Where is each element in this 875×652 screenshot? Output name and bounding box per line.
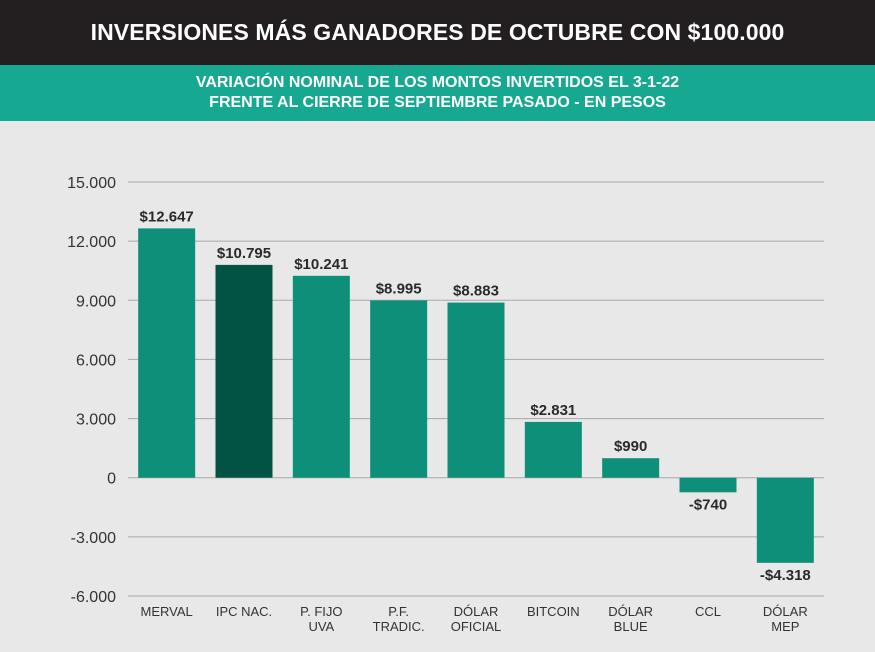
x-tick-label: CCL (695, 604, 721, 619)
x-tick-label: UVA (308, 619, 334, 634)
data-label: -$4.318 (760, 567, 811, 584)
data-label: $2.831 (530, 402, 576, 419)
data-label: $8.883 (453, 283, 499, 300)
x-tick-label: P.F. (388, 604, 409, 619)
bar (602, 458, 660, 478)
data-label: $990 (614, 438, 647, 455)
x-tick-label: TRADIC. (373, 619, 425, 634)
x-tick-label: BLUE (614, 619, 648, 634)
x-tick-label: OFICIAL (451, 619, 502, 634)
bar (215, 264, 273, 478)
y-tick-label: -6.000 (71, 589, 116, 606)
chart-area: 15.000 12.000 9.000 6.000 3.000 0 -3.000 -6.000… (0, 121, 875, 652)
data-label: $10.241 (294, 256, 348, 273)
data-label: $12.647 (140, 208, 194, 225)
x-tick-label: MERVAL (141, 604, 193, 619)
bar (447, 302, 505, 478)
x-tick-label: DÓLAR (608, 604, 653, 619)
bar (679, 477, 737, 493)
bar (370, 300, 428, 478)
data-label: $10.795 (217, 245, 271, 262)
bar-chart: 15.000 12.000 9.000 6.000 3.000 0 -3.000 -6.000… (67, 175, 824, 634)
x-tick-label: IPC NAC. (216, 604, 272, 619)
chart-subtitle-line-1: VARIACIÓN NOMINAL DE LOS MONTOS INVERTID… (195, 74, 680, 91)
y-tick-label: 15.000 (67, 175, 116, 192)
y-tick-label: -3.000 (71, 530, 116, 547)
x-tick-label: BITCOIN (527, 604, 580, 619)
chart-title-bar: INVERSIONES MÁS GANADORES DE OCTUBRE CON… (0, 0, 875, 65)
y-tick-label: 12.000 (67, 234, 116, 251)
bar (292, 275, 350, 478)
chart-subtitle-line-2: FRENTE AL CIERRE DE SEPTIEMBRE PASADO - … (209, 94, 666, 111)
x-tick-label: DÓLAR (454, 604, 499, 619)
x-tick-label: DÓLAR (763, 604, 808, 619)
bar (524, 421, 582, 478)
chart-title: INVERSIONES MÁS GANADORES DE OCTUBRE CON… (90, 19, 785, 45)
y-tick-label: 3.000 (76, 412, 116, 429)
x-tick-label: MEP (771, 619, 799, 634)
y-tick-label: 0 (107, 471, 116, 488)
y-tick-label: 6.000 (76, 352, 116, 369)
x-tick-label: P. FIJO (300, 604, 342, 619)
bar (138, 228, 196, 478)
data-label: -$740 (689, 496, 727, 513)
chart-subtitle-bar: VARIACIÓN NOMINAL DE LOS MONTOS INVERTID… (0, 65, 875, 121)
bar (756, 477, 814, 563)
data-label: $8.995 (376, 280, 422, 297)
y-tick-label: 9.000 (76, 293, 116, 310)
